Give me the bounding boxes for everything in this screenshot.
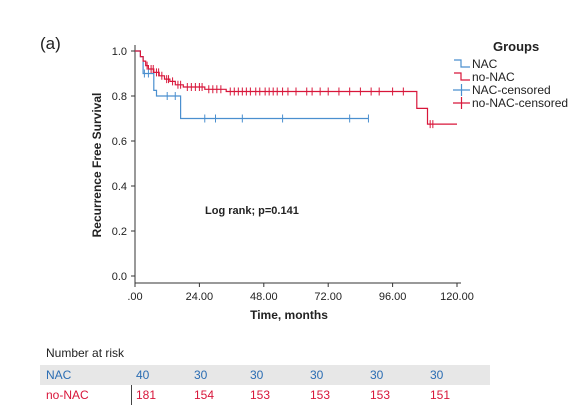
x-tick-label: 120.00 (440, 291, 474, 303)
risk-table: NAC 40 30 30 30 30 30 no-NAC 181 154 153 153 153 151 (40, 365, 490, 405)
axes: 0.0 0.2 0.4 0.6 0.8 1.0 .00 24.00 48.00 72.00 96.0… (112, 45, 474, 303)
legend-line-symbol (454, 59, 470, 68)
y-tick-label: 0.2 (112, 226, 127, 238)
risk-value: 153 (250, 388, 271, 402)
risk-table-title: Number at risk (46, 346, 125, 360)
y-tick-label: 0.4 (112, 181, 127, 193)
risk-value: 30 (370, 368, 384, 382)
legend: Groups NACno-NACNAC-censoredno-NAC-censo… (453, 39, 568, 110)
y-tick-label: 0.0 (112, 271, 127, 283)
risk-row: no-NAC 181 154 153 153 153 151 (40, 385, 490, 405)
y-tick-label: 0.6 (112, 136, 127, 148)
x-tick-label: 72.00 (314, 291, 342, 303)
legend-entry-label: no-NAC (472, 70, 515, 84)
risk-value: 30 (194, 368, 208, 382)
survival-curves (135, 50, 457, 125)
legend-line-symbol (454, 72, 470, 81)
censor-marks (143, 61, 434, 129)
risk-value: 153 (310, 388, 331, 402)
risk-value: 151 (430, 388, 451, 402)
risk-value: 30 (250, 368, 264, 382)
x-tick-label: 96.00 (379, 291, 407, 303)
risk-table-divider (131, 365, 132, 405)
legend-entry-label: NAC (472, 57, 498, 71)
x-tick-label: 24.00 (186, 291, 214, 303)
risk-value: 30 (310, 368, 324, 382)
risk-value: 154 (194, 388, 215, 402)
risk-value: 153 (370, 388, 391, 402)
survival-curve-no-nac (135, 50, 457, 125)
x-tick-label: .00 (127, 291, 142, 303)
y-tick-label: 1.0 (112, 46, 127, 58)
risk-value: 181 (136, 388, 157, 402)
risk-value: 40 (136, 368, 150, 382)
x-axis-title: Time, months (250, 308, 328, 322)
km-chart: 0.0 0.2 0.4 0.6 0.8 1.0 .00 24.00 48.00 72.00 96.0… (90, 39, 568, 322)
log-rank-annotation: Log rank; p=0.141 (205, 205, 299, 217)
y-tick-label: 0.8 (112, 91, 127, 103)
legend-entry-label: NAC-censored (472, 83, 551, 97)
risk-row-label: no-NAC (46, 388, 89, 402)
risk-row-label: NAC (46, 368, 72, 382)
risk-row: NAC 40 30 30 30 30 30 (40, 365, 490, 385)
panel-label: (a) (40, 34, 61, 53)
risk-value: 30 (430, 368, 444, 382)
x-tick-label: 48.00 (250, 291, 278, 303)
legend-entry-label: no-NAC-censored (472, 96, 568, 110)
survival-curve-nac (135, 50, 369, 120)
y-axis-title: Recurrence Free Survival (90, 93, 104, 238)
legend-title: Groups (493, 39, 539, 54)
